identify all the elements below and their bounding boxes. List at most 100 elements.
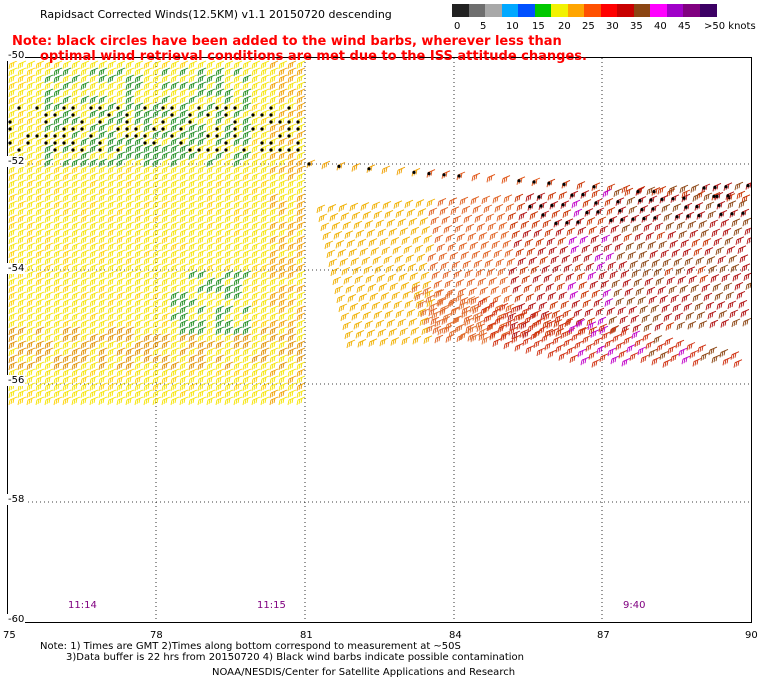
wind-barb <box>197 165 207 175</box>
contamination-note-line-1: Note: black circles have been added to t… <box>12 34 562 49</box>
wind-barb <box>692 293 702 302</box>
wind-barb <box>98 249 108 259</box>
contamination-marker <box>616 200 620 204</box>
wind-barb <box>134 88 144 98</box>
wind-barb <box>197 361 207 371</box>
wind-barb <box>635 187 645 196</box>
wind-barb <box>472 305 482 314</box>
wind-barb <box>215 81 225 91</box>
wind-barb <box>215 249 225 259</box>
wind-barb <box>659 351 669 360</box>
wind-barb <box>357 238 367 248</box>
wind-barb <box>561 254 571 264</box>
wind-barb <box>215 291 225 301</box>
wind-barb <box>80 130 90 140</box>
wind-barb <box>89 144 99 154</box>
wind-barb <box>197 326 207 336</box>
wind-barb <box>628 305 638 315</box>
wind-barb <box>89 207 99 217</box>
wind-barb <box>206 151 216 161</box>
wind-barb <box>152 172 162 182</box>
wind-barb <box>53 270 63 280</box>
wind-barb <box>389 282 399 292</box>
wind-barb <box>683 202 693 212</box>
wind-barb <box>497 324 507 334</box>
wind-barb <box>366 229 376 238</box>
wind-barb <box>44 193 54 203</box>
wind-barb <box>53 200 63 210</box>
wind-barb <box>670 294 680 304</box>
wind-barb <box>508 266 518 276</box>
lon-label-75: 75 <box>3 630 16 641</box>
wind-barb <box>80 242 90 252</box>
wind-barb <box>80 333 90 343</box>
wind-barb <box>340 212 350 221</box>
wind-barb <box>736 290 746 300</box>
wind-barb <box>26 172 36 182</box>
wind-barb <box>376 274 386 283</box>
wind-barb <box>737 245 747 254</box>
wind-barb <box>535 238 545 247</box>
contamination-marker <box>224 113 228 117</box>
wind-barb <box>98 158 108 168</box>
wind-barb <box>35 305 45 315</box>
wind-barb <box>568 236 578 245</box>
wind-barb <box>170 165 180 175</box>
wind-barb <box>116 95 126 105</box>
wind-barb <box>143 74 153 84</box>
wind-barb <box>17 249 27 259</box>
wind-barb <box>269 179 279 189</box>
lon-label-84: 84 <box>449 630 462 641</box>
wind-barb <box>296 263 306 273</box>
wind-barb <box>80 151 90 161</box>
wind-barb <box>318 213 328 223</box>
wind-barb <box>170 277 180 287</box>
wind-barb <box>26 67 36 77</box>
wind-barb <box>287 382 297 392</box>
wind-barb <box>197 242 207 252</box>
wind-barb <box>426 298 436 308</box>
wind-barb <box>26 116 36 126</box>
wind-barb <box>8 284 18 294</box>
wind-barb <box>287 60 297 70</box>
wind-barb <box>44 263 54 273</box>
wind-barb <box>17 305 27 315</box>
wind-barb <box>251 340 261 350</box>
wind-barb <box>26 144 36 154</box>
wind-barb <box>179 319 189 329</box>
wind-barb <box>62 172 72 182</box>
wind-barb <box>215 88 225 98</box>
contamination-marker <box>116 148 120 152</box>
wind-barb <box>242 333 252 343</box>
wind-barb <box>505 203 515 212</box>
wind-barb <box>729 309 739 319</box>
wind-barb <box>269 333 279 343</box>
wind-barb <box>260 305 270 315</box>
wind-barb <box>98 368 108 378</box>
wind-barb <box>233 382 243 392</box>
wind-barb <box>296 179 306 189</box>
wind-barb <box>35 123 45 133</box>
wind-barb <box>134 305 144 315</box>
wind-barb <box>423 235 433 244</box>
wind-barb <box>179 347 189 357</box>
wind-barb <box>316 204 326 214</box>
wind-barb <box>152 382 162 392</box>
wind-barb <box>44 88 54 98</box>
wind-barb <box>260 249 270 259</box>
wind-barb <box>152 263 162 273</box>
wind-barb <box>98 277 108 287</box>
wind-barb <box>260 193 270 203</box>
wind-barb <box>53 214 63 224</box>
wind-barb <box>8 60 18 70</box>
wind-barb <box>678 230 688 239</box>
wind-barb <box>125 361 135 371</box>
wind-barb <box>179 74 189 84</box>
wind-barb <box>233 137 243 147</box>
wind-barb <box>507 312 517 322</box>
wind-barb <box>62 270 72 280</box>
wind-barb <box>188 214 198 224</box>
wind-barb <box>80 207 90 217</box>
wind-barb <box>89 88 99 98</box>
wind-barb <box>197 60 207 70</box>
